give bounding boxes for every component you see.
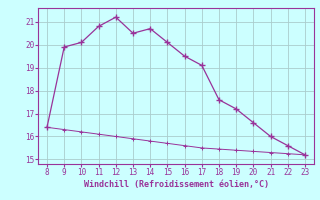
X-axis label: Windchill (Refroidissement éolien,°C): Windchill (Refroidissement éolien,°C) xyxy=(84,180,268,189)
